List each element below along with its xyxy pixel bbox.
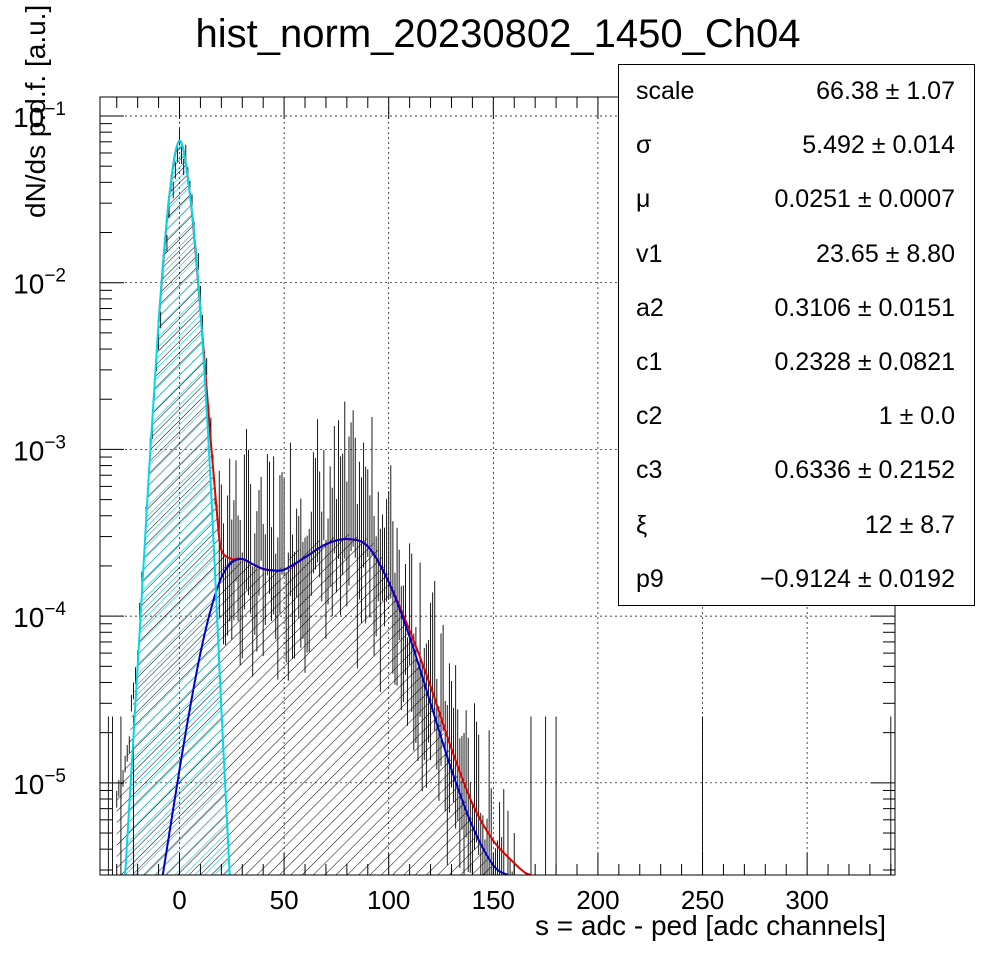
stats-param-value: 23.65 ± 8.80 <box>816 239 955 268</box>
data-error-bars <box>107 128 892 875</box>
stats-row: c2 1 ± 0.0 <box>619 390 974 444</box>
stats-param-name: μ <box>636 185 651 214</box>
stats-param-name: scale <box>636 77 695 105</box>
pedestal-fit-curve <box>124 139 231 875</box>
chart-title: hist_norm_20230802_1450_Ch04 <box>195 12 801 56</box>
x-tick-label: 0 <box>172 885 186 915</box>
stats-param-value: 0.3106 ± 0.0151 <box>774 293 955 322</box>
stats-row: μ 0.0251 ± 0.0007 <box>619 173 974 227</box>
stats-row: v1 23.65 ± 8.80 <box>619 228 974 282</box>
y-tick-label: 10−4 <box>13 599 66 633</box>
stats-row: c3 0.6336 ± 0.2152 <box>619 444 974 498</box>
pedestal-hatched-area <box>125 140 230 875</box>
y-tick-label: 10−2 <box>13 266 66 300</box>
stats-param-value: 1 ± 0.0 <box>878 402 955 431</box>
stats-param-value: 12 ± 8.7 <box>864 510 955 539</box>
stats-param-name: ξ <box>636 510 648 539</box>
stats-row: c1 0.2328 ± 0.0821 <box>619 336 974 390</box>
x-tick-label: 100 <box>367 885 410 915</box>
stats-param-name: p9 <box>636 564 664 593</box>
stats-row: a2 0.3106 ± 0.0151 <box>619 282 974 336</box>
x-axis-title: s = adc - ped [adc channels] <box>535 910 886 941</box>
stats-param-value: 0.6336 ± 0.2152 <box>774 456 955 485</box>
x-tick-label: 300 <box>785 885 828 915</box>
stats-param-value: 0.0251 ± 0.0007 <box>774 185 955 214</box>
stats-row: σ 5.492 ± 0.014 <box>619 119 974 173</box>
stats-param-name: σ <box>636 131 652 160</box>
x-tick-label: 150 <box>472 885 515 915</box>
stats-row: scale 66.38 ± 1.07 <box>619 65 974 119</box>
stats-param-value: −0.9124 ± 0.0192 <box>759 564 955 593</box>
stats-param-value: 5.492 ± 0.014 <box>802 131 955 160</box>
y-tick-label: 10−5 <box>13 766 66 800</box>
x-tick-label: 250 <box>681 885 724 915</box>
fit-stats-box: scale 66.38 ± 1.07 σ 5.492 ± 0.014 μ 0.0251 ±… <box>618 64 975 606</box>
stats-param-value: 66.38 ± 1.07 <box>816 77 955 105</box>
y-axis-title: dN/ds p.d.f. [a.u.] <box>20 4 51 218</box>
x-tick-label: 200 <box>576 885 619 915</box>
stats-param-name: c1 <box>636 348 663 376</box>
stats-row: ξ 12 ± 8.7 <box>619 499 974 553</box>
stats-row: p9 −0.9124 ± 0.0192 <box>619 553 974 607</box>
stats-param-name: c3 <box>636 456 663 485</box>
y-tick-label: 10−3 <box>13 432 66 466</box>
stats-param-name: c2 <box>636 402 663 431</box>
stats-param-name: v1 <box>636 239 663 268</box>
x-tick-label: 50 <box>270 885 299 915</box>
stats-param-name: a2 <box>636 293 664 322</box>
signal-fit-curve <box>161 538 509 875</box>
stats-param-value: 0.2328 ± 0.0821 <box>774 348 955 376</box>
y-tick-label: 10−1 <box>13 99 66 133</box>
